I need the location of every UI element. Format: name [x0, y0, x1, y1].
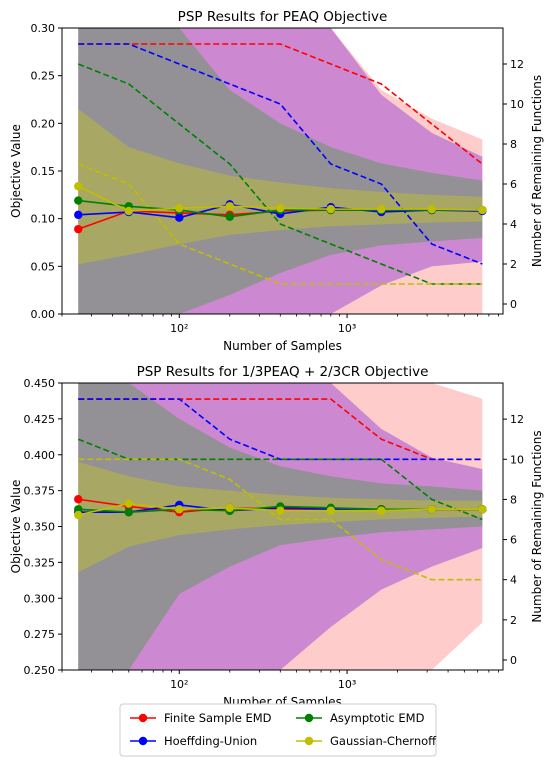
y-tick-label: 0.300 — [24, 592, 56, 605]
legend-label: Hoeffding-Union — [164, 734, 257, 748]
data-point — [74, 505, 83, 514]
x-axis-label: Number of Samples — [223, 339, 342, 353]
y-tick-label: 0.350 — [24, 521, 56, 534]
data-point — [124, 206, 133, 216]
y2-tick-label: 4 — [510, 218, 517, 231]
data-point — [377, 506, 386, 515]
chart-panel-1: 0.00 0.05 0.10 0.15 0.20 0.25 0.30 0 2 4 6 8 10 12 10²… — [9, 9, 544, 353]
data-point — [124, 507, 133, 517]
data-point — [326, 506, 335, 515]
x-tick-label: 10² — [170, 678, 188, 691]
y-tick-label: 0.425 — [24, 413, 56, 426]
data-point — [427, 204, 437, 214]
data-point — [175, 213, 184, 222]
y-tick-label: 0.20 — [31, 117, 56, 130]
y2-axis-label: Number of Remaining Functions — [530, 75, 544, 267]
y-tick-label: 0.00 — [31, 308, 56, 321]
y-tick-label: 0.275 — [24, 628, 56, 641]
data-point — [225, 503, 234, 513]
chart-title: PSP Results for 1/3PEAQ + 2/3CR Objectiv… — [137, 364, 429, 380]
legend-label: Finite Sample EMD — [164, 711, 272, 725]
legend-label: Asymptotic EMD — [330, 711, 425, 725]
y2-axis-label: Number of Remaining Functions — [530, 430, 544, 622]
data-point — [225, 212, 234, 221]
y-tick-label: 0.15 — [31, 165, 56, 178]
chart-title: PSP Results for PEAQ Objective — [178, 9, 388, 25]
y2-tick-label: 12 — [510, 58, 524, 71]
y-tick-label: 0.30 — [31, 22, 56, 35]
data-point — [74, 224, 83, 234]
y2-tick-label: 8 — [510, 138, 517, 151]
data-point — [276, 506, 285, 515]
y2-tick-label: 2 — [510, 258, 517, 271]
data-point — [225, 202, 234, 211]
confidence-band-4 — [78, 461, 483, 573]
confidence-band-4 — [78, 109, 483, 265]
y-axis-label: Objective Value — [9, 480, 23, 574]
chart-panel-2: 0.250 0.275 0.300 0.325 0.350 0.375 0.400 0.425… — [9, 364, 544, 709]
y2-tick-label: 8 — [510, 493, 517, 506]
y-tick-label: 0.400 — [24, 449, 56, 462]
legend-marker — [138, 736, 148, 746]
y-tick-label: 0.25 — [31, 70, 56, 83]
data-point — [74, 210, 83, 220]
data-point — [74, 182, 83, 191]
data-point — [74, 495, 83, 504]
remaining-functions-line-2 — [78, 43, 483, 265]
y2-tick-label: 6 — [510, 178, 517, 191]
y-tick-label: 0.10 — [31, 213, 56, 226]
y2-tick-label: 10 — [510, 98, 524, 111]
x-tick-label: 10² — [170, 322, 188, 335]
remaining-functions-line-1 — [78, 43, 483, 165]
remaining-functions-line-4 — [78, 458, 483, 581]
data-point — [478, 205, 487, 215]
data-point — [74, 510, 83, 520]
legend-marker — [304, 713, 314, 723]
legend-marker — [138, 713, 148, 723]
x-tick-label: 10³ — [338, 678, 356, 691]
y2-tick-label: 2 — [510, 614, 517, 627]
data-point — [175, 505, 184, 514]
data-point — [326, 204, 335, 214]
data-point — [276, 203, 285, 213]
legend-label: Gaussian-Chernoff — [330, 734, 437, 748]
plot-area — [74, 28, 487, 314]
legend: Finite Sample EMD Asymptotic EMD Hoeffding… — [119, 703, 437, 757]
data-point — [74, 196, 83, 205]
data-point — [175, 203, 184, 213]
y-tick-label: 0.325 — [24, 556, 56, 569]
plot-area — [74, 383, 487, 670]
y-tick-label: 0.450 — [24, 377, 56, 390]
data-point — [124, 499, 133, 508]
remaining-functions-line-3 — [77, 63, 483, 285]
x-tick-label: 10³ — [338, 322, 356, 335]
y2-tick-label: 12 — [510, 413, 524, 426]
y-tick-label: 0.250 — [24, 664, 56, 677]
legend-box — [119, 703, 437, 757]
data-point — [478, 505, 487, 514]
remaining-functions-line-2 — [78, 398, 483, 461]
y-tick-label: 0.05 — [31, 260, 56, 273]
data-point — [427, 505, 437, 514]
y-axis-label: Objective Value — [9, 124, 23, 218]
y2-tick-label: 4 — [510, 574, 517, 587]
y2-tick-label: 0 — [510, 654, 517, 667]
y-tick-label: 0.375 — [24, 485, 56, 498]
y2-tick-label: 10 — [510, 453, 524, 466]
y2-tick-label: 6 — [510, 534, 517, 547]
confidence-band-3 — [78, 383, 483, 670]
legend-marker — [304, 736, 314, 746]
data-point — [377, 204, 386, 214]
y2-tick-label: 0 — [510, 298, 517, 311]
